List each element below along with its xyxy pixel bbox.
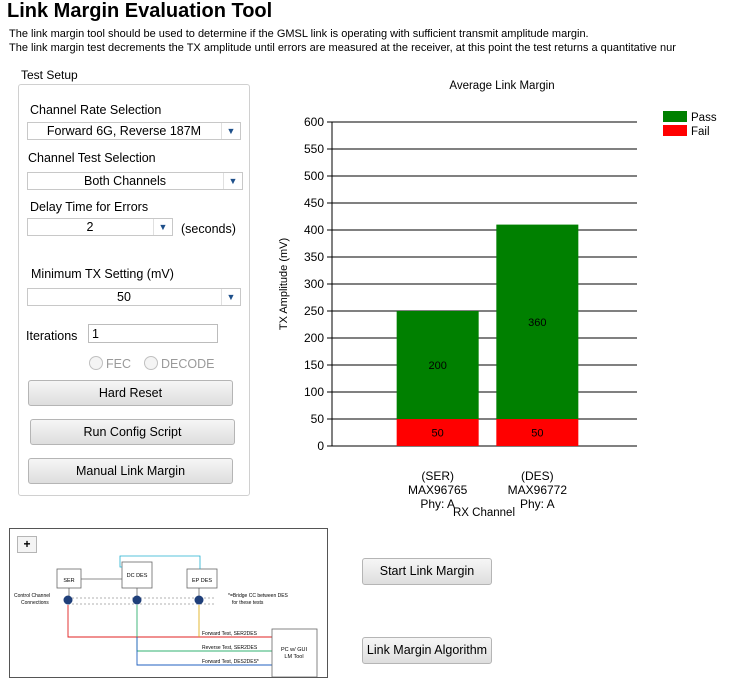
x-tick-label: Phy: A — [420, 497, 455, 511]
pc-label-1: PC w/ GUI — [281, 647, 307, 653]
bar-fail — [496, 419, 579, 446]
bar-pass — [396, 311, 479, 419]
delay-time-label: Delay Time for Errors — [30, 200, 149, 214]
y-tick-label: 450 — [304, 196, 324, 210]
bar-data-label: 50 — [432, 428, 444, 440]
legend-label-fail: Fail — [691, 126, 710, 138]
radio-icon — [89, 356, 103, 370]
min-tx-dropdown[interactable]: 50 ▼ — [27, 288, 241, 306]
bar-pass — [496, 224, 579, 419]
fec-radio[interactable]: FEC — [89, 356, 131, 371]
ep-des-label: EP DES — [192, 578, 212, 584]
dc-des-label: DC DES — [127, 573, 148, 579]
bridge-note-1: *=Bridge CC between DES — [228, 593, 289, 599]
forward-ser2des-line — [67, 605, 272, 638]
channel-test-value: Both Channels — [83, 174, 166, 188]
legend-label-pass: Pass — [691, 112, 717, 124]
ep-node-icon — [194, 595, 204, 605]
chevron-down-icon: ▼ — [223, 173, 242, 189]
x-tick-label: (SER) — [421, 469, 454, 483]
pc-box — [271, 628, 318, 677]
forward-des2des-label: Forward Test, DES2DES* — [202, 659, 259, 665]
ser-label: SER — [63, 578, 74, 584]
y-tick-label: 0 — [317, 439, 324, 453]
x-tick-label: (DES) — [521, 469, 554, 483]
chart-bars: 50 200 50 360 — [396, 224, 579, 446]
test-setup-label: Test Setup — [21, 68, 78, 82]
link-margin-algorithm-button[interactable]: Link Margin Algorithm — [362, 637, 492, 664]
chevron-down-icon: ▼ — [221, 123, 240, 139]
y-tick-label: 300 — [304, 277, 324, 291]
description-line-2: The link margin test decrements the TX a… — [9, 42, 676, 54]
hard-reset-button[interactable]: Hard Reset — [28, 380, 233, 406]
forward-des2des-line — [136, 637, 272, 666]
page-title: Link Margin Evaluation Tool — [7, 0, 273, 22]
y-tick-label: 50 — [311, 412, 325, 426]
reverse-ser2des-label: Reverse Test, SER2DES — [202, 645, 258, 651]
x-tick-label: MAX96772 — [508, 483, 568, 497]
y-tick-label: 550 — [304, 142, 324, 156]
y-tick-label: 500 — [304, 169, 324, 183]
decode-radio[interactable]: DECODE — [144, 356, 214, 371]
dc-des-box — [121, 561, 153, 589]
legend-swatch-fail — [663, 125, 687, 136]
chart-y-axis-label: TX Amplitude (mV) — [278, 238, 290, 330]
iterations-label: Iterations — [26, 329, 78, 343]
chart-x-axis-label: RX Channel — [453, 507, 515, 519]
radio-icon — [144, 356, 158, 370]
y-tick-label: 600 — [304, 115, 324, 129]
x-tick-label: Phy: A — [520, 497, 555, 511]
chart-title: Average Link Margin — [449, 80, 554, 92]
connection-diagram: SER DC DES EP DES Control Channel Connec… — [14, 555, 318, 677]
delay-unit-label: (seconds) — [181, 222, 236, 236]
channel-rate-label: Channel Rate Selection — [30, 103, 162, 117]
x-tick-label: MAX96765 — [408, 483, 468, 497]
run-config-script-button[interactable]: Run Config Script — [30, 419, 235, 445]
y-tick-label: 250 — [304, 304, 324, 318]
bar-data-label: 360 — [528, 317, 546, 329]
channel-rate-value: Forward 6G, Reverse 187M — [46, 124, 202, 138]
test-setup-diagram: + SER DC DES EP DES Control Channel Conn… — [9, 528, 328, 678]
delay-time-dropdown[interactable]: 2 ▼ — [27, 218, 173, 236]
chart-gridlines — [332, 121, 637, 447]
channel-test-label: Channel Test Selection — [28, 151, 156, 165]
iterations-input[interactable] — [88, 324, 218, 343]
decode-label: DECODE — [161, 357, 215, 371]
forward-ser2des-label: Forward Test, SER2DES — [202, 631, 258, 637]
min-tx-label: Minimum TX Setting (mV) — [31, 267, 174, 281]
y-tick-label: 100 — [304, 385, 324, 399]
average-link-margin-chart: Average Link Margin TX Amplitude (mV) RX… — [278, 80, 717, 519]
y-tick-label: 350 — [304, 250, 324, 264]
dc-node-icon — [132, 595, 142, 605]
dc-ep-link — [119, 555, 201, 569]
chart-y-ticks: 0 50 100 150 200 250 300 350 400 450 500 550 600 — [304, 115, 332, 453]
start-link-margin-button[interactable]: Start Link Margin — [362, 558, 492, 585]
fec-label: FEC — [106, 357, 131, 371]
ctrl-channel-label-2: Connections — [21, 600, 49, 606]
description-line-1: The link margin tool should be used to d… — [9, 28, 589, 40]
chart-legend: Pass Fail — [663, 111, 717, 138]
delay-time-value: 2 — [86, 220, 94, 234]
bar-data-label: 50 — [531, 428, 543, 440]
y-tick-label: 150 — [304, 358, 324, 372]
y-tick-label: 200 — [304, 331, 324, 345]
legend-swatch-pass — [663, 111, 687, 122]
ep-des-box — [186, 568, 218, 589]
bar-fail — [396, 419, 479, 446]
manual-link-margin-button[interactable]: Manual Link Margin — [28, 458, 233, 484]
expand-button[interactable]: + — [17, 536, 37, 553]
y-tick-label: 400 — [304, 223, 324, 237]
chevron-down-icon: ▼ — [221, 289, 240, 305]
bridge-note-2: for these tests — [232, 600, 264, 606]
ser-node-icon — [63, 595, 73, 605]
ctrl-channel-label-1: Control Channel — [14, 593, 50, 599]
channel-test-dropdown[interactable]: Both Channels ▼ — [27, 172, 243, 190]
chevron-down-icon: ▼ — [153, 219, 172, 235]
test-setup-panel: Channel Rate Selection Forward 6G, Rever… — [18, 84, 250, 496]
min-tx-value: 50 — [117, 290, 131, 304]
bar-data-label: 200 — [428, 360, 446, 372]
channel-rate-dropdown[interactable]: Forward 6G, Reverse 187M ▼ — [27, 122, 241, 140]
pc-label-2: LM Tool — [284, 654, 303, 660]
